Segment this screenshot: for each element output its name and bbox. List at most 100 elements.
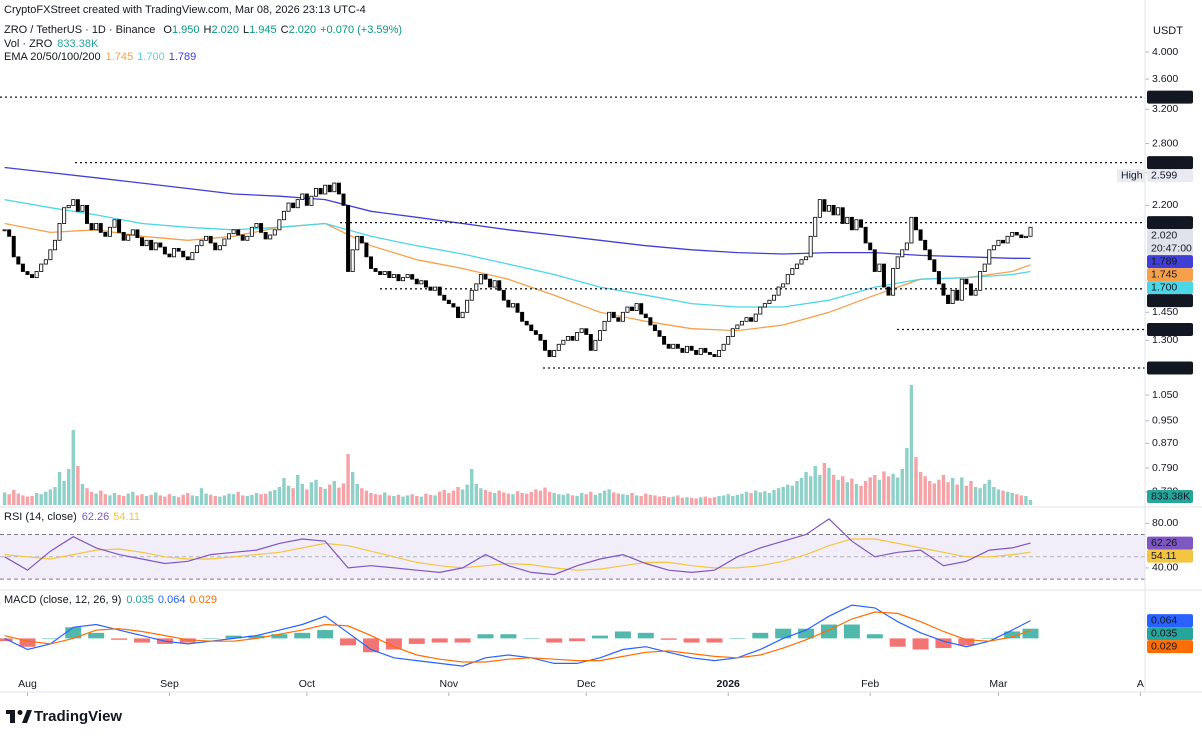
- candle-body: [259, 223, 264, 233]
- candle-body: [886, 286, 891, 296]
- volume-bar: [754, 490, 758, 505]
- candle-body: [396, 274, 401, 282]
- candle-body: [561, 339, 566, 345]
- ema-line: [4, 166, 1031, 260]
- y-tick-label: 2.200: [1152, 199, 1178, 211]
- volume-bar: [259, 494, 263, 505]
- volume-bar: [873, 475, 877, 505]
- candle-body: [804, 256, 809, 261]
- candle-body: [1001, 239, 1006, 244]
- level-tag: 2.599: [1147, 156, 1193, 170]
- candle-body: [144, 239, 149, 247]
- candle-body: [735, 324, 740, 330]
- volume-bar: [634, 495, 639, 505]
- volume-bar: [263, 493, 268, 505]
- volume-legend: Vol · ZRO 833.38K: [4, 38, 99, 50]
- tag-background: [1147, 169, 1193, 183]
- tag-text: 0.064: [1151, 615, 1177, 627]
- volume-bar: [1005, 491, 1010, 505]
- ohlc-value: 1.945: [249, 24, 277, 36]
- tag-text: 833.38K: [1151, 491, 1190, 503]
- histogram-bar: [500, 634, 517, 639]
- candle-body: [556, 343, 561, 351]
- change: +0.070 (+3.59%): [320, 24, 402, 36]
- volume-bar: [717, 496, 721, 505]
- tag-text: 54.11: [1151, 550, 1177, 562]
- volume-bar: [236, 491, 240, 505]
- histogram-bar: [660, 638, 677, 640]
- candle-body: [639, 303, 644, 315]
- volume-bar: [1001, 490, 1005, 505]
- volume-tag: 833.38K: [1147, 490, 1193, 503]
- histogram-bar: [843, 624, 860, 639]
- candle-body: [904, 242, 909, 251]
- candle-body: [75, 199, 80, 212]
- candle-body: [533, 330, 538, 335]
- macd-tag: 0.064: [1147, 614, 1193, 628]
- volume-bar: [703, 496, 708, 505]
- volume-bar: [245, 496, 250, 505]
- volume-bar: [859, 485, 863, 505]
- volume-bar: [1024, 496, 1028, 505]
- volume-bar: [332, 481, 337, 505]
- candle-body: [863, 226, 868, 244]
- tag-text: 1.356: [1151, 324, 1177, 336]
- candle-body: [11, 235, 16, 258]
- candle-body: [336, 182, 341, 195]
- candle-body: [927, 249, 932, 261]
- volume-bar: [845, 482, 849, 505]
- candle-body: [840, 207, 845, 224]
- tag-text: 2.599: [1151, 170, 1177, 182]
- volume-bar: [799, 478, 804, 505]
- volume-bar: [598, 493, 602, 505]
- volume-bar: [190, 495, 195, 505]
- tag-background: [1147, 294, 1193, 308]
- volume-bar: [195, 496, 199, 505]
- candle-body: [107, 226, 112, 237]
- volume-bar: [273, 490, 277, 505]
- y-tick-label: 4.000: [1152, 46, 1178, 58]
- volume-bar: [602, 490, 607, 505]
- histogram-bar: [111, 638, 128, 640]
- volume-bar: [818, 475, 822, 505]
- volume-bar: [48, 489, 53, 505]
- candle-body: [941, 283, 946, 296]
- volume-bar: [863, 481, 868, 505]
- tag-text: 0.035: [1151, 628, 1177, 640]
- volume-bar: [987, 479, 991, 505]
- candle-body: [794, 263, 799, 269]
- histogram-bar: [866, 634, 883, 639]
- candle-body: [39, 263, 44, 272]
- candle-body: [71, 199, 76, 206]
- candle-body: [978, 271, 983, 291]
- candle-body: [20, 263, 25, 272]
- candle-body: [7, 229, 12, 237]
- volume-bar: [126, 493, 130, 505]
- candle-body: [172, 248, 177, 258]
- candle-body: [446, 299, 451, 305]
- volume-bar: [89, 491, 94, 505]
- x-tick-label: Aug: [18, 678, 37, 690]
- candle-body: [286, 202, 291, 212]
- volume-bar: [735, 494, 740, 505]
- candle-body: [85, 204, 90, 224]
- volume-bar: [969, 481, 973, 505]
- tag-text: 2.599: [1151, 157, 1177, 169]
- candle-body: [213, 242, 218, 251]
- candle-body: [149, 239, 154, 251]
- volume-bar: [241, 495, 245, 505]
- candle-body: [217, 245, 222, 251]
- volume-bar: [447, 493, 451, 505]
- histogram-bar: [88, 632, 105, 639]
- candle-body: [272, 229, 277, 236]
- candle-body: [419, 280, 424, 285]
- candle-body: [698, 347, 703, 355]
- candle-body: [996, 239, 1001, 247]
- volume-bar: [62, 481, 66, 505]
- candle-body: [808, 235, 813, 258]
- histogram-bar: [546, 638, 563, 643]
- volume-bar: [886, 476, 891, 505]
- volume-bar: [53, 487, 57, 505]
- volume-bar: [561, 494, 566, 505]
- volume-bar: [694, 498, 698, 505]
